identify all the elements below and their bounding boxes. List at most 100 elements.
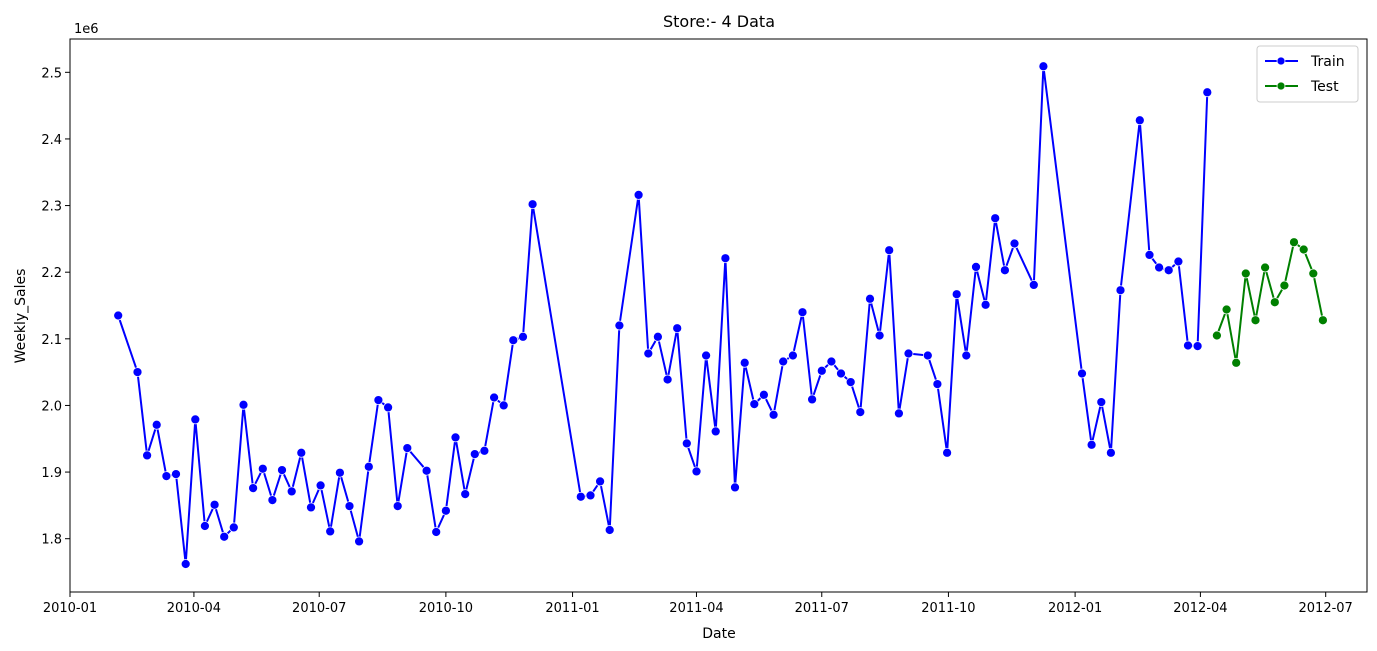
train-data-point (865, 293, 875, 304)
train-data-point (151, 419, 162, 430)
train-data-point (1202, 87, 1213, 98)
train-data-point (884, 245, 895, 256)
legend-train-label: Train (1310, 54, 1345, 70)
train-data-point (373, 395, 384, 405)
test-data-point (1240, 268, 1251, 279)
train-data-point (1115, 285, 1126, 296)
legend-train-marker (1276, 56, 1286, 66)
train-data-point (1154, 262, 1164, 273)
train-data-point (951, 289, 962, 300)
train-data-point (730, 482, 740, 493)
train-data-point (209, 499, 220, 510)
train-data-point (894, 408, 904, 419)
test-data-point (1318, 315, 1328, 326)
x-axis-label: Date (702, 626, 735, 642)
x-tick-label: 2012-04 (1173, 601, 1227, 616)
train-data-point (1106, 447, 1116, 458)
train-data-point (759, 389, 769, 400)
train-data-point (604, 525, 615, 535)
x-axis: 2010-01 2010-04 2010-07 2010-10 2011-01 2011-… (43, 592, 1353, 616)
y-axis-label: Weekly_Sales (13, 269, 29, 364)
train-data-point (518, 331, 528, 342)
train-data-point (720, 253, 731, 264)
y-tick-label: 1.9 (41, 466, 62, 481)
y-tick-label: 2.5 (41, 66, 62, 81)
x-tick-label: 2011-10 (921, 601, 975, 616)
legend: Train Test (1256, 45, 1359, 103)
chart-title: Store:- 4 Data (663, 12, 775, 31)
train-data-point (1077, 368, 1087, 379)
train-data-point (1009, 238, 1020, 249)
x-tick-label: 2011-04 (669, 601, 723, 616)
test-data-point (1298, 244, 1309, 255)
test-data-point (1269, 297, 1280, 308)
train-data-point (778, 356, 789, 367)
train-data-point (228, 522, 239, 533)
train-data-point (701, 350, 711, 361)
train-data-point (1038, 61, 1049, 72)
train-data-point (171, 469, 181, 479)
y-offset-label: 1e6 (74, 22, 99, 37)
train-data-point (142, 450, 152, 461)
legend-test-label: Test (1310, 79, 1339, 95)
train-data-point (768, 409, 779, 420)
train-data-point (498, 400, 509, 411)
train-data-point (200, 521, 210, 531)
train-data-point (469, 449, 480, 459)
train-data-point (710, 426, 721, 437)
x-tick-label: 2012-01 (1048, 601, 1102, 616)
train-data-point (402, 443, 413, 453)
x-tick-label: 2010-07 (292, 601, 346, 616)
train-data-point (431, 527, 442, 537)
legend-test-marker (1276, 81, 1286, 91)
train-data-point (392, 501, 403, 511)
train-data-point (267, 495, 278, 505)
train-data-point (932, 379, 943, 389)
train-data-point (585, 490, 596, 501)
x-tick-label: 2011-07 (795, 601, 849, 616)
train-data-point (1086, 439, 1097, 450)
x-tick-label: 2010-04 (167, 601, 221, 616)
train-data-point (816, 365, 827, 376)
train-data-point (325, 526, 336, 537)
train-data-point (595, 476, 605, 487)
test-data-point (1308, 268, 1319, 279)
train-data-point (845, 377, 856, 387)
train-data-point (1192, 341, 1203, 351)
train-data-point (306, 502, 316, 513)
train-data-point (614, 320, 625, 331)
train-data-point (489, 392, 499, 403)
train-data-point (1144, 250, 1155, 260)
train-data-point (277, 465, 287, 475)
train-data-point (672, 323, 683, 334)
train-data-point (681, 438, 692, 449)
series-layer (113, 61, 1328, 569)
train-data-point (508, 335, 519, 346)
y-tick-label: 2.1 (41, 333, 62, 348)
test-data-point (1260, 262, 1270, 273)
train-data-point (1173, 256, 1184, 267)
train-data-point (113, 310, 124, 321)
x-tick-label: 2011-01 (545, 601, 599, 616)
train-data-point (797, 307, 808, 318)
train-data-point (335, 467, 345, 478)
train-data-point (903, 348, 914, 359)
train-data-point (421, 465, 432, 476)
train-data-point (874, 330, 885, 341)
train-data-point (344, 501, 355, 511)
train-data-point (354, 536, 364, 547)
train-data-point (1028, 280, 1039, 290)
train-data-point (527, 199, 538, 210)
y-axis: 1.8 1.9 2.0 2.1 2.2 2.3 2.4 2.5 (41, 66, 70, 548)
train-data-point (662, 374, 673, 385)
y-tick-label: 2.0 (41, 399, 62, 414)
train-data-point (855, 407, 866, 417)
train-data-point (1000, 265, 1010, 276)
test-data-point (1231, 357, 1242, 368)
train-data-point (257, 463, 268, 474)
train-data-point (836, 368, 846, 379)
train-data-point (922, 350, 933, 361)
train-data-point (479, 445, 490, 456)
train-data-point (1134, 115, 1145, 126)
